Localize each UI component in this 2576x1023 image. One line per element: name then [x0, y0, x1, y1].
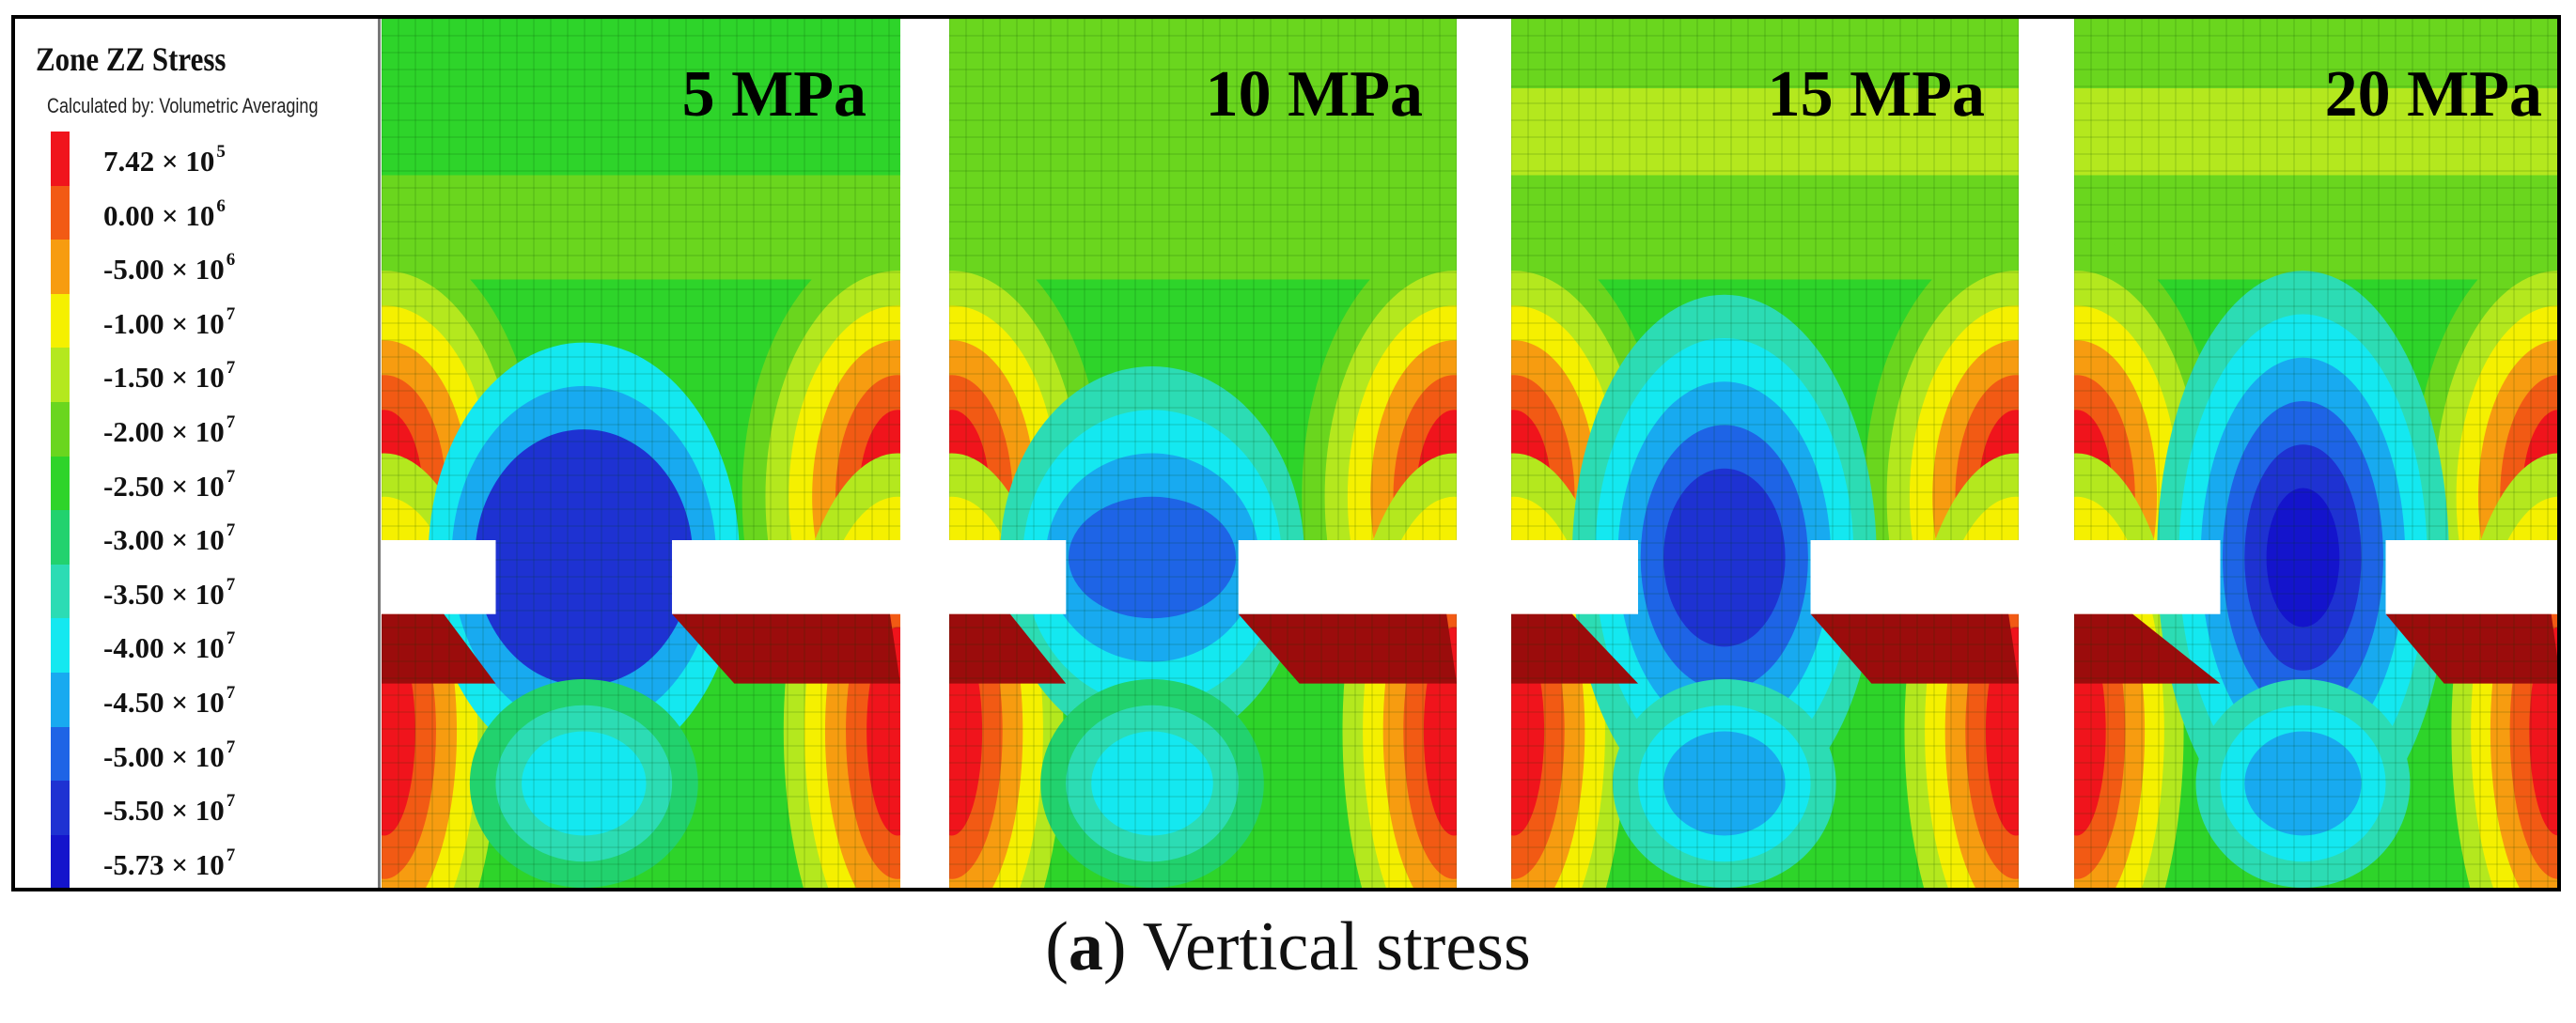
legend-swatch — [51, 510, 70, 566]
stress-contour-20mpa — [2074, 19, 2557, 888]
legend-swatch — [51, 185, 70, 241]
stress-contour-15mpa — [1511, 19, 2019, 888]
legend-label: -1.50 × 10 7 — [103, 358, 236, 395]
legend-label: -3.50 × 10 7 — [103, 574, 236, 611]
caption-letter: a — [1068, 908, 1103, 985]
figure-caption: (a) Vertical stress — [1045, 908, 1531, 985]
legend-swatch — [51, 564, 70, 620]
legend-swatch — [51, 726, 70, 783]
legend-swatch — [51, 293, 70, 349]
legend-swatch — [51, 240, 70, 295]
panel-20mpa: 20 MPa — [2074, 19, 2557, 888]
legend-label: -5.73 × 10 7 — [103, 845, 236, 881]
panel-label: 10 MPa — [1205, 58, 1423, 131]
panel-label: 15 MPa — [1767, 58, 1985, 131]
legend-label: 7.42 × 10 5 — [103, 142, 226, 178]
legend-swatch — [51, 834, 70, 888]
legend-label: -4.00 × 10 7 — [103, 628, 236, 665]
legend-swatch — [51, 348, 70, 403]
legend-label: -5.50 × 10 7 — [103, 791, 236, 828]
legend-label: 0.00 × 10 6 — [103, 195, 226, 232]
legend-label: -5.00 × 10 7 — [103, 736, 236, 773]
legend-subtitle: Calculated by: Volumetric Averaging — [47, 94, 319, 117]
legend-swatch — [51, 402, 70, 457]
legend-swatch — [51, 673, 70, 728]
panel-5mpa: 5 MPa — [382, 19, 900, 888]
stress-contour-10mpa — [949, 19, 1457, 888]
panel-label: 20 MPa — [2324, 58, 2542, 131]
stress-contour-5mpa — [382, 19, 900, 888]
panel-15mpa: 15 MPa — [1511, 19, 2019, 888]
legend-swatch — [51, 132, 70, 187]
legend-label: -5.00 × 10 6 — [103, 250, 236, 287]
legend-label: -2.00 × 10 7 — [103, 412, 236, 448]
panel-10mpa: 10 MPa — [949, 19, 1457, 888]
legend-label: -3.00 × 10 7 — [103, 520, 236, 557]
legend-title: Zone ZZ Stress — [36, 40, 226, 78]
legend: Zone ZZ Stress Calculated by: Volumetric… — [15, 19, 381, 888]
legend-swatch — [51, 618, 70, 674]
legend-label: -1.00 × 10 7 — [103, 303, 236, 340]
legend-swatch — [51, 456, 70, 512]
legend-swatch — [51, 781, 70, 836]
legend-label: -4.50 × 10 7 — [103, 683, 236, 719]
caption-text: Vertical stress — [1126, 908, 1531, 985]
legend-label: -2.50 × 10 7 — [103, 466, 236, 503]
panel-label: 5 MPa — [681, 58, 866, 131]
figure-frame: Zone ZZ Stress Calculated by: Volumetric… — [11, 15, 2561, 891]
